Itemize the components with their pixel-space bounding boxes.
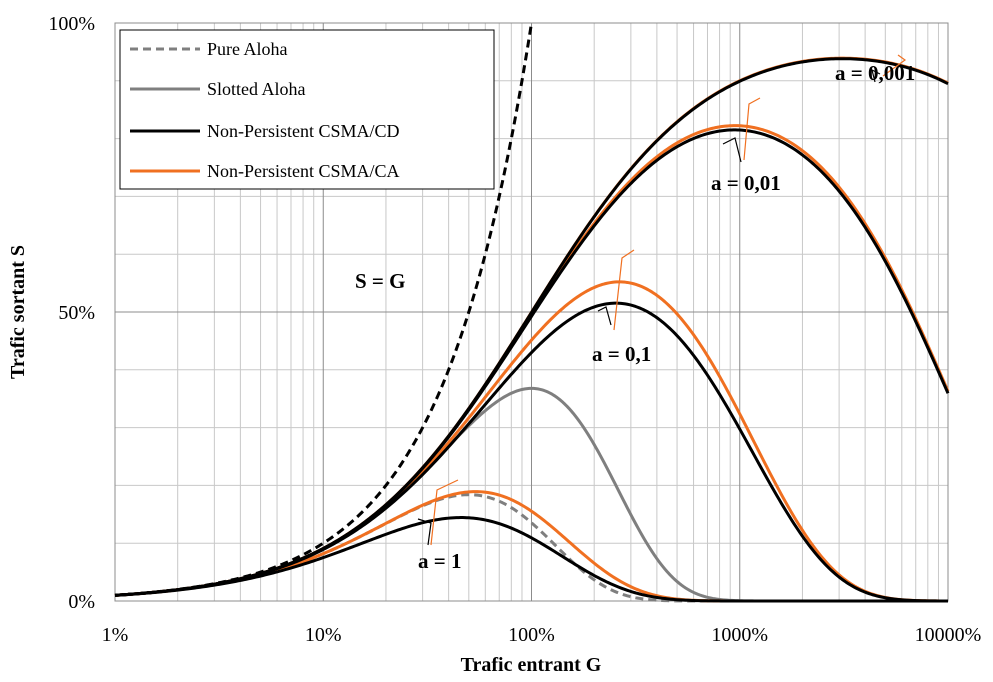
legend-item-csma-ca: Non-Persistent CSMA/CA (130, 161, 400, 181)
x-axis-title: Trafic entrant G (461, 654, 602, 676)
y-tick-label: 0% (68, 591, 95, 613)
annotation-a-0-01: a = 0,01 (711, 171, 781, 195)
x-tick-label: 1% (102, 624, 129, 646)
y-tick-label: 50% (58, 302, 95, 324)
y-axis-title: Trafic sortant S (7, 245, 29, 379)
legend-box (119, 29, 495, 190)
legend: Pure Aloha Slotted Aloha Non-Persistent … (119, 29, 495, 190)
x-tick-label: 1000% (711, 624, 768, 646)
y-tick-labels: 0% 50% 100% (48, 13, 95, 613)
legend-item-csma-cd: Non-Persistent CSMA/CD (130, 121, 400, 141)
legend-label: Non-Persistent CSMA/CA (207, 161, 400, 181)
arrow-a1 (417, 479, 459, 546)
legend-item-slotted-aloha: Slotted Aloha (130, 79, 306, 99)
series-layer (114, 22, 950, 603)
x-tick-label: 100% (508, 624, 555, 646)
x-tick-labels: 1% 10% 100% 1000% 10000% (102, 624, 982, 646)
annotation-s-equals-g: S = G (355, 269, 405, 293)
annotation-a-1: a = 1 (418, 549, 461, 573)
arrow-a001 (722, 97, 761, 163)
annotation-arrows (417, 54, 907, 546)
annotation-a-0-001: a = 0,001 (835, 61, 915, 85)
arrow-a0001 (871, 54, 907, 83)
x-tick-label: 10% (305, 624, 342, 646)
legend-label: Pure Aloha (207, 39, 288, 59)
legend-label: Non-Persistent CSMA/CD (207, 121, 400, 141)
legend-label: Slotted Aloha (207, 79, 306, 99)
legend-item-pure-aloha: Pure Aloha (130, 39, 288, 59)
x-tick-label: 10000% (915, 624, 982, 646)
annotation-a-0-1: a = 0,1 (592, 342, 651, 366)
series-line-non-persistent-csma-cd-a0-001 (114, 57, 949, 597)
y-tick-label: 100% (48, 13, 95, 35)
arrow-a01 (597, 249, 635, 331)
series-line-non-persistent-csma-cd-a1 (114, 516, 948, 603)
plot-area-border (114, 22, 949, 602)
